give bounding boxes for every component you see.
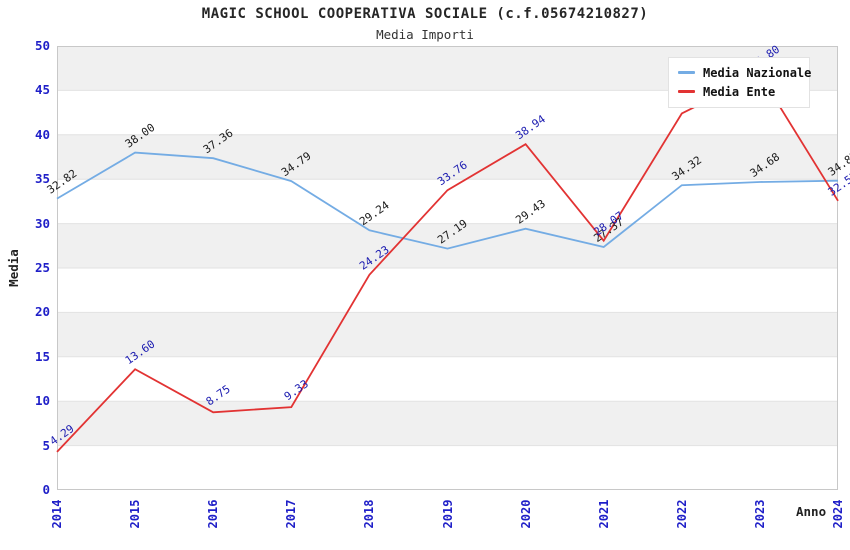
y-tick-label: 10 <box>34 393 50 409</box>
legend-label: Media Nazionale <box>703 65 812 80</box>
legend-label: Media Ente <box>703 84 776 99</box>
plot-band <box>57 312 838 357</box>
y-tick-label: 0 <box>42 482 50 497</box>
y-tick-label: 50 <box>34 38 50 53</box>
x-tick-label: 2020 <box>518 499 533 529</box>
plot-band <box>57 179 838 224</box>
legend: Media Nazionale Media Ente <box>668 57 811 108</box>
x-axis-title: Anno <box>796 504 827 519</box>
plot-band <box>57 223 838 268</box>
y-tick-label: 30 <box>34 215 50 231</box>
plot-band <box>57 401 838 446</box>
x-tick-label: 2021 <box>596 499 611 529</box>
x-tick-label: 2023 <box>752 499 767 529</box>
chart-subtitle: Media Importi <box>376 27 474 42</box>
plot-band <box>57 268 838 313</box>
x-tick-label: 2022 <box>674 499 689 529</box>
legend-item-media-ente: Media Ente <box>678 82 800 101</box>
x-tick-label: 2018 <box>362 499 377 529</box>
y-tick-label: 15 <box>34 348 50 364</box>
media-nazionale-line <box>56 151 839 250</box>
x-tick-label: 2019 <box>440 499 455 529</box>
chart-title: MAGIC SCHOOL COOPERATIVA SOCIALE (c.f.05… <box>201 6 649 22</box>
plot-border <box>57 46 838 490</box>
x-tick-label: 2016 <box>206 499 221 529</box>
y-tick-label: 40 <box>34 126 50 142</box>
y-tick-label: 45 <box>34 82 50 98</box>
legend-swatch-ente-icon <box>678 90 695 93</box>
plot-band <box>57 356 838 402</box>
legend-item-media-nazionale: Media Nazionale <box>678 63 811 82</box>
x-tick-label: 2017 <box>284 499 299 529</box>
x-tick-label: 2015 <box>128 499 143 529</box>
y-tick-label: 25 <box>34 260 50 275</box>
plot-band <box>57 445 838 490</box>
y-axis-title: Media <box>6 249 21 287</box>
x-tick-label: 2014 <box>50 499 64 529</box>
y-tick-label: 5 <box>42 437 50 453</box>
y-tick-label: 35 <box>34 171 50 187</box>
legend-swatch-nazionale-icon <box>678 71 695 74</box>
y-tick-label: 20 <box>34 304 50 320</box>
